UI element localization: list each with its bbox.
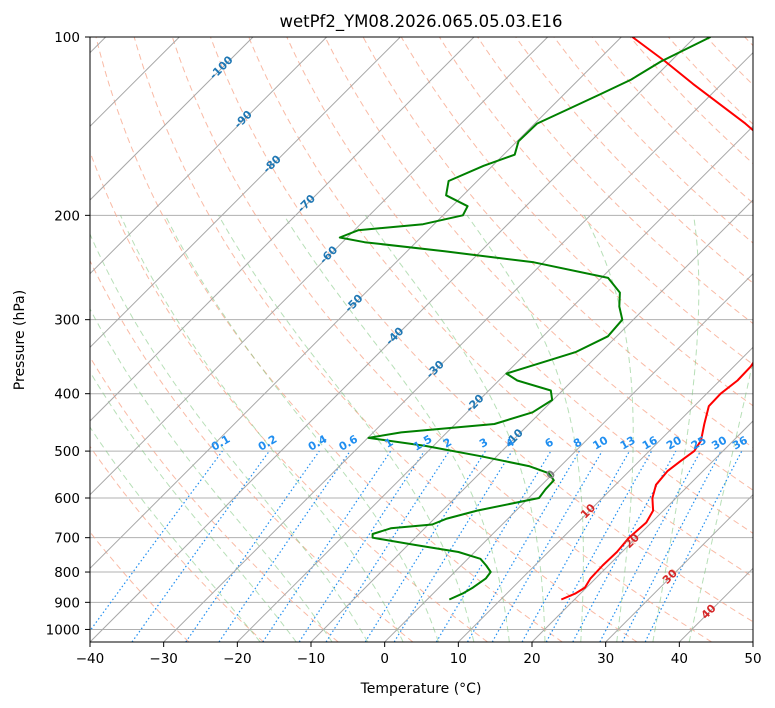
y-tick-label: 900: [54, 595, 80, 611]
y-tick-label: 800: [54, 565, 80, 581]
dry-adiabat: [90, 259, 414, 642]
y-tick-label: 100: [54, 30, 80, 46]
mixing-ratio-line: [185, 450, 320, 642]
dry-adiabat: [210, 37, 753, 623]
x-tick-label: −10: [297, 651, 326, 667]
isotherm-line: [236, 125, 753, 642]
isotherm-line: [90, 37, 549, 496]
plot-area: -100-90-80-70-60-50-40-30-20-10010203040…: [90, 37, 753, 642]
mixing-ratio-line: [466, 450, 580, 642]
y-tick-label: 400: [54, 387, 80, 403]
dry-adiabat: [133, 37, 638, 642]
isotherm-line: [384, 272, 753, 642]
x-tick-label: 40: [671, 651, 688, 667]
moist-adiabat: [466, 215, 584, 642]
mixing-ratio-line: [393, 450, 513, 642]
plot-frame: [89, 36, 754, 643]
x-axis-title: Temperature (°C): [360, 681, 482, 697]
x-tick-label: −40: [76, 651, 105, 667]
isotherm-line: [90, 37, 696, 642]
moist-adiabat: [90, 308, 333, 642]
dry-adiabat: [629, 37, 753, 165]
y-axis-ticks: 1000 900 800 700 600 500 400 300 200 100: [46, 30, 90, 638]
chart-title: wetPf2_YM08.2026.065.05.03.E16: [279, 12, 562, 32]
skewed-isotherms: [90, 37, 753, 642]
isotherm-line: [90, 37, 328, 275]
x-axis-ticks: −40 −30 −20 −10 0 10 20 30 40 50: [76, 642, 762, 667]
dry-adiabat: [515, 37, 753, 284]
y-tick-label: 200: [54, 208, 80, 224]
temperature-profile: [560, 37, 753, 601]
isotherm-line: [90, 37, 254, 201]
x-tick-label: 30: [597, 651, 614, 667]
isotherm-line: [163, 51, 753, 642]
mixing-ratio-line: [325, 450, 450, 642]
isotherm-line: [90, 37, 622, 570]
dry-adiabat: [95, 37, 563, 642]
moist-adiabat: [90, 370, 297, 642]
isotherm-line: [90, 37, 401, 349]
y-axis-title: Pressure (hPa): [12, 290, 28, 390]
sounding-profiles: [338, 37, 753, 601]
moist-adiabat: [283, 215, 510, 642]
y-tick-label: 700: [54, 531, 80, 547]
y-tick-label: 500: [54, 444, 80, 460]
x-tick-label: 20: [523, 651, 540, 667]
isotherm-line: [531, 420, 753, 642]
y-tick-label: 1000: [46, 622, 80, 638]
x-tick-label: −30: [149, 651, 178, 667]
y-tick-label: 300: [54, 313, 80, 329]
moist-adiabats: [90, 215, 753, 642]
moist-adiabat: [90, 232, 369, 642]
moist-adiabat: [652, 215, 700, 642]
dry-adiabat: [591, 37, 753, 204]
isotherm-line: [310, 199, 753, 642]
mixing-ratio-line: [90, 450, 223, 632]
isotherm-line: [605, 493, 753, 642]
pressure-gridlines: [90, 37, 753, 630]
dewpoint-profile: [338, 37, 711, 601]
mixing-ratio-line: [218, 450, 351, 642]
x-tick-label: −20: [223, 651, 252, 667]
moist-adiabat: [218, 215, 475, 642]
isotherm-line: [457, 346, 753, 642]
x-tick-label: 50: [744, 651, 761, 667]
y-tick-label: 600: [54, 491, 80, 507]
dry-adiabat: [90, 445, 264, 642]
dry-adiabat: [400, 37, 753, 407]
dry-adiabat: [171, 37, 712, 642]
x-tick-label: 0: [380, 651, 389, 667]
dry-adiabats: [90, 37, 753, 642]
dry-adiabat: [324, 37, 753, 491]
mixing-ratio-line: [131, 450, 270, 642]
moist-adiabat: [364, 215, 546, 642]
moist-adiabat: [120, 215, 404, 642]
x-tick-label: 10: [450, 651, 467, 667]
mixing-ratio-line: [491, 450, 603, 642]
moist-adiabat: [164, 215, 439, 642]
mixing-ratio-line: [521, 450, 631, 642]
moist-adiabat: [583, 215, 634, 642]
moist-adiabat: [90, 426, 261, 642]
dry-adiabat: [248, 37, 753, 578]
mixing-ratio-line: [435, 450, 552, 642]
isotherm-line: [90, 37, 475, 422]
dry-adiabat: [477, 37, 753, 325]
